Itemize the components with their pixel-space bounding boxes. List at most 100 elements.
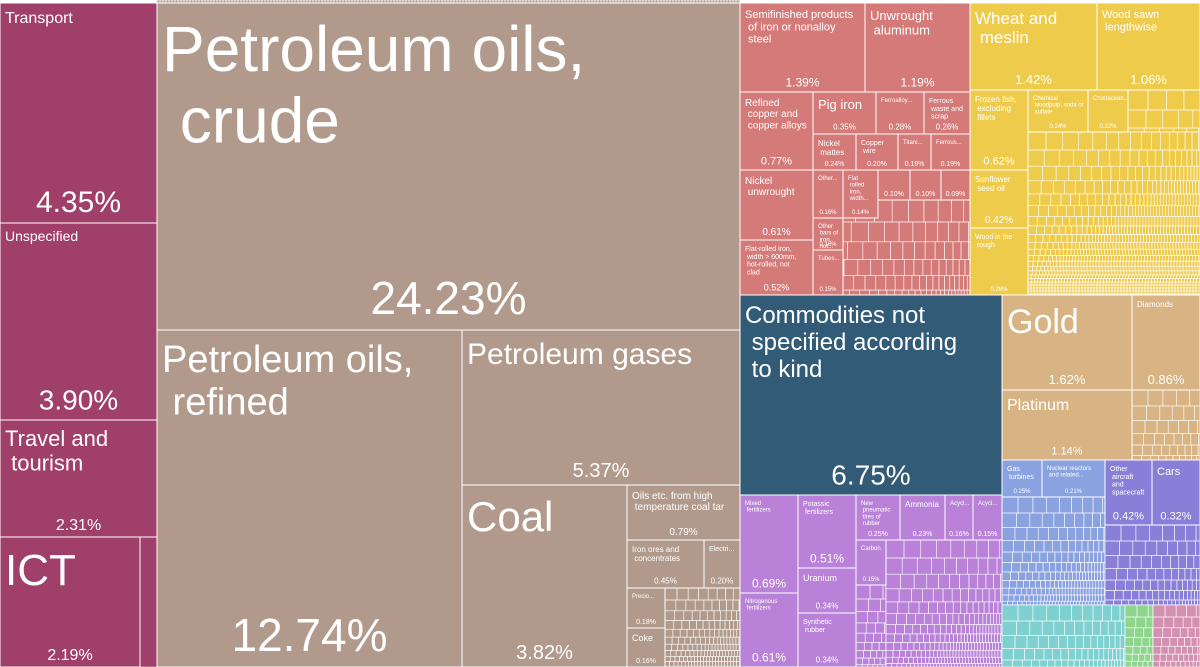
tile [855, 133, 899, 171]
tile [1027, 89, 1089, 133]
tile-value: 2.19% [47, 647, 92, 664]
tile-label: Copper wire [861, 140, 885, 155]
tile [739, 2, 866, 93]
tile [923, 91, 971, 135]
tile-label: Nickel mattes [818, 139, 844, 157]
tile-label: Frozen fish, excluding fillets [975, 95, 1017, 122]
tile-value: 0.61% [762, 227, 790, 238]
tile-label: Potassic fertilizers [803, 501, 833, 516]
small-tiles-region [1001, 604, 1126, 667]
tile [739, 494, 799, 594]
tile-label: Mixed fertilizers [745, 501, 771, 514]
tile-value: 0.09% [946, 191, 966, 198]
tile-label: Electri... [709, 546, 734, 553]
tile-value: 0.22% [1099, 124, 1117, 130]
tile [897, 133, 932, 171]
tile-value: 0.52% [764, 282, 790, 292]
tile [461, 484, 628, 667]
tile-label: Uranium [803, 573, 837, 583]
tile [812, 169, 844, 219]
tile [156, 329, 463, 667]
tile-label: Travel and tourism [5, 426, 108, 476]
tile-value: 0.77% [761, 156, 792, 168]
tile-label: Nuclear reactors and related... [1047, 466, 1091, 479]
tile-value: 0.28% [990, 287, 1008, 293]
tile-label: Unwrought aluminum [870, 8, 933, 38]
tile-value: 0.28% [889, 123, 912, 132]
tile [626, 484, 741, 541]
tile [0, 2, 158, 224]
small-tiles-region [885, 539, 1003, 667]
tile-label: Nickel unwrought [745, 176, 795, 198]
tile-label: Semifinished products of iron or nonallo… [745, 9, 854, 46]
tile-value: 5.37% [573, 460, 630, 482]
tile-label: Cars [1157, 466, 1181, 478]
small-tiles-region [855, 584, 887, 667]
tile [864, 2, 971, 93]
tile-label: Wood sawn lengthwise [1102, 9, 1159, 33]
tile-value: 0.25% [868, 531, 888, 538]
tile-value: 0.35% [833, 123, 856, 132]
background-tiles [139, 0, 1200, 667]
tile-label: Other bars of iron, not... [818, 224, 838, 250]
tile [739, 294, 1003, 496]
tile-label: Gold [1007, 303, 1079, 341]
tile-value: 0.21% [1065, 489, 1083, 495]
tile-value: 12.74% [231, 609, 387, 661]
tile [1104, 459, 1153, 526]
tile-label: Crustacean... [1093, 96, 1129, 102]
tile [1001, 459, 1043, 498]
tile-value: 0.42% [1113, 511, 1144, 523]
tile-label: Ferrous... [936, 140, 962, 146]
tile-value: 0.42% [985, 215, 1013, 226]
tile-label: Gas turbines [1007, 466, 1034, 481]
tile-value: 0.15% [978, 531, 998, 538]
tile-value: 0.10% [916, 191, 936, 198]
tile [855, 494, 901, 541]
group-strip [139, 536, 158, 667]
tile [969, 227, 1029, 296]
tile-label: Ammonia [905, 500, 939, 509]
tile [626, 587, 666, 629]
tile [812, 249, 844, 296]
tile-label: Unspecified [5, 228, 78, 244]
tile-label: Petroleum oils, refined [162, 339, 413, 424]
tile [739, 239, 814, 296]
tile-label: Refined copper and copper alloys [745, 98, 807, 131]
tile-label: Coke [632, 633, 653, 643]
tile-value: 3.90% [39, 385, 118, 416]
tile [1131, 294, 1200, 391]
tile-value: 0.16% [949, 531, 969, 538]
tile-label: Other... [818, 176, 838, 182]
tile-value: 0.51% [810, 551, 844, 565]
tile-label: Acycl... [950, 501, 970, 507]
tile-label: Commodities not specified according to k… [745, 302, 957, 383]
small-tile [736, 661, 740, 667]
tile-value: 0.15% [819, 287, 837, 293]
tile [1001, 294, 1133, 391]
tile [812, 91, 877, 135]
tile [842, 169, 879, 219]
tile [969, 2, 1098, 91]
small-tiles-region [664, 587, 741, 667]
tile-value: 0.14% [852, 210, 870, 216]
tile-label: Precio... [632, 594, 654, 600]
tile-value: 0.24% [1049, 124, 1067, 130]
tile-value: 1.14% [1051, 446, 1082, 458]
tile-value: 1.39% [785, 75, 819, 89]
tile-value: 0.19% [905, 161, 925, 168]
tile-label: Tubes... [818, 256, 840, 262]
tile-value: 0.86% [1148, 372, 1185, 387]
tile [1001, 389, 1133, 461]
tile-value: 2.31% [56, 517, 101, 534]
tile [703, 539, 741, 589]
tile-value: 0.61% [752, 650, 786, 664]
tile-label: Ferrous waste and scrap [929, 98, 963, 121]
tile-value: 0.20% [711, 577, 734, 586]
tile [156, 2, 741, 331]
tile-value: 1.42% [1015, 72, 1052, 87]
tile-value: 0.16% [819, 242, 837, 248]
tile-value: 4.35% [36, 186, 121, 219]
tile-label: Coal [467, 493, 553, 540]
